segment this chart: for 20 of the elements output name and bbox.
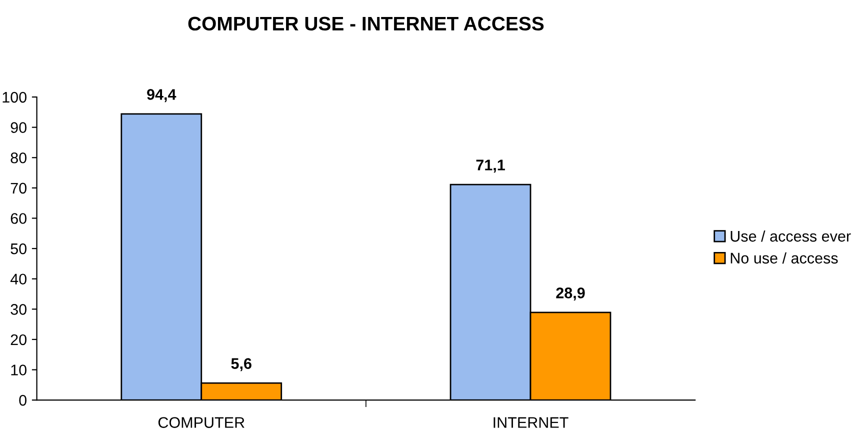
y-tick-label: 30 [10, 304, 26, 315]
y-tick-label: 0 [19, 394, 26, 406]
y-tick-label: 80 [10, 152, 26, 164]
chart-title: COMPUTER USE - INTERNET ACCESS [188, 16, 544, 31]
y-tick-label: 10 [11, 364, 26, 376]
legend-label: No use / access [730, 252, 838, 264]
x-tick-label: COMPUTER [158, 417, 244, 428]
data-label: 28,9 [556, 288, 585, 301]
y-tick-label: 20 [10, 334, 26, 346]
x-tick-label: INTERNET [494, 417, 568, 428]
y-tick-label: 90 [10, 122, 26, 133]
y-tick-label: 40 [10, 274, 26, 285]
y-tick-label: 100 [2, 92, 26, 103]
data-label: 5,6 [231, 358, 252, 372]
data-label: 71,1 [476, 160, 505, 173]
y-tick-label: 50 [10, 243, 26, 254]
y-tick-label: 70 [10, 182, 26, 194]
data-label: 94,4 [147, 89, 176, 102]
y-tick-label: 60 [10, 213, 26, 224]
legend-label: Use / access ever [730, 230, 851, 242]
